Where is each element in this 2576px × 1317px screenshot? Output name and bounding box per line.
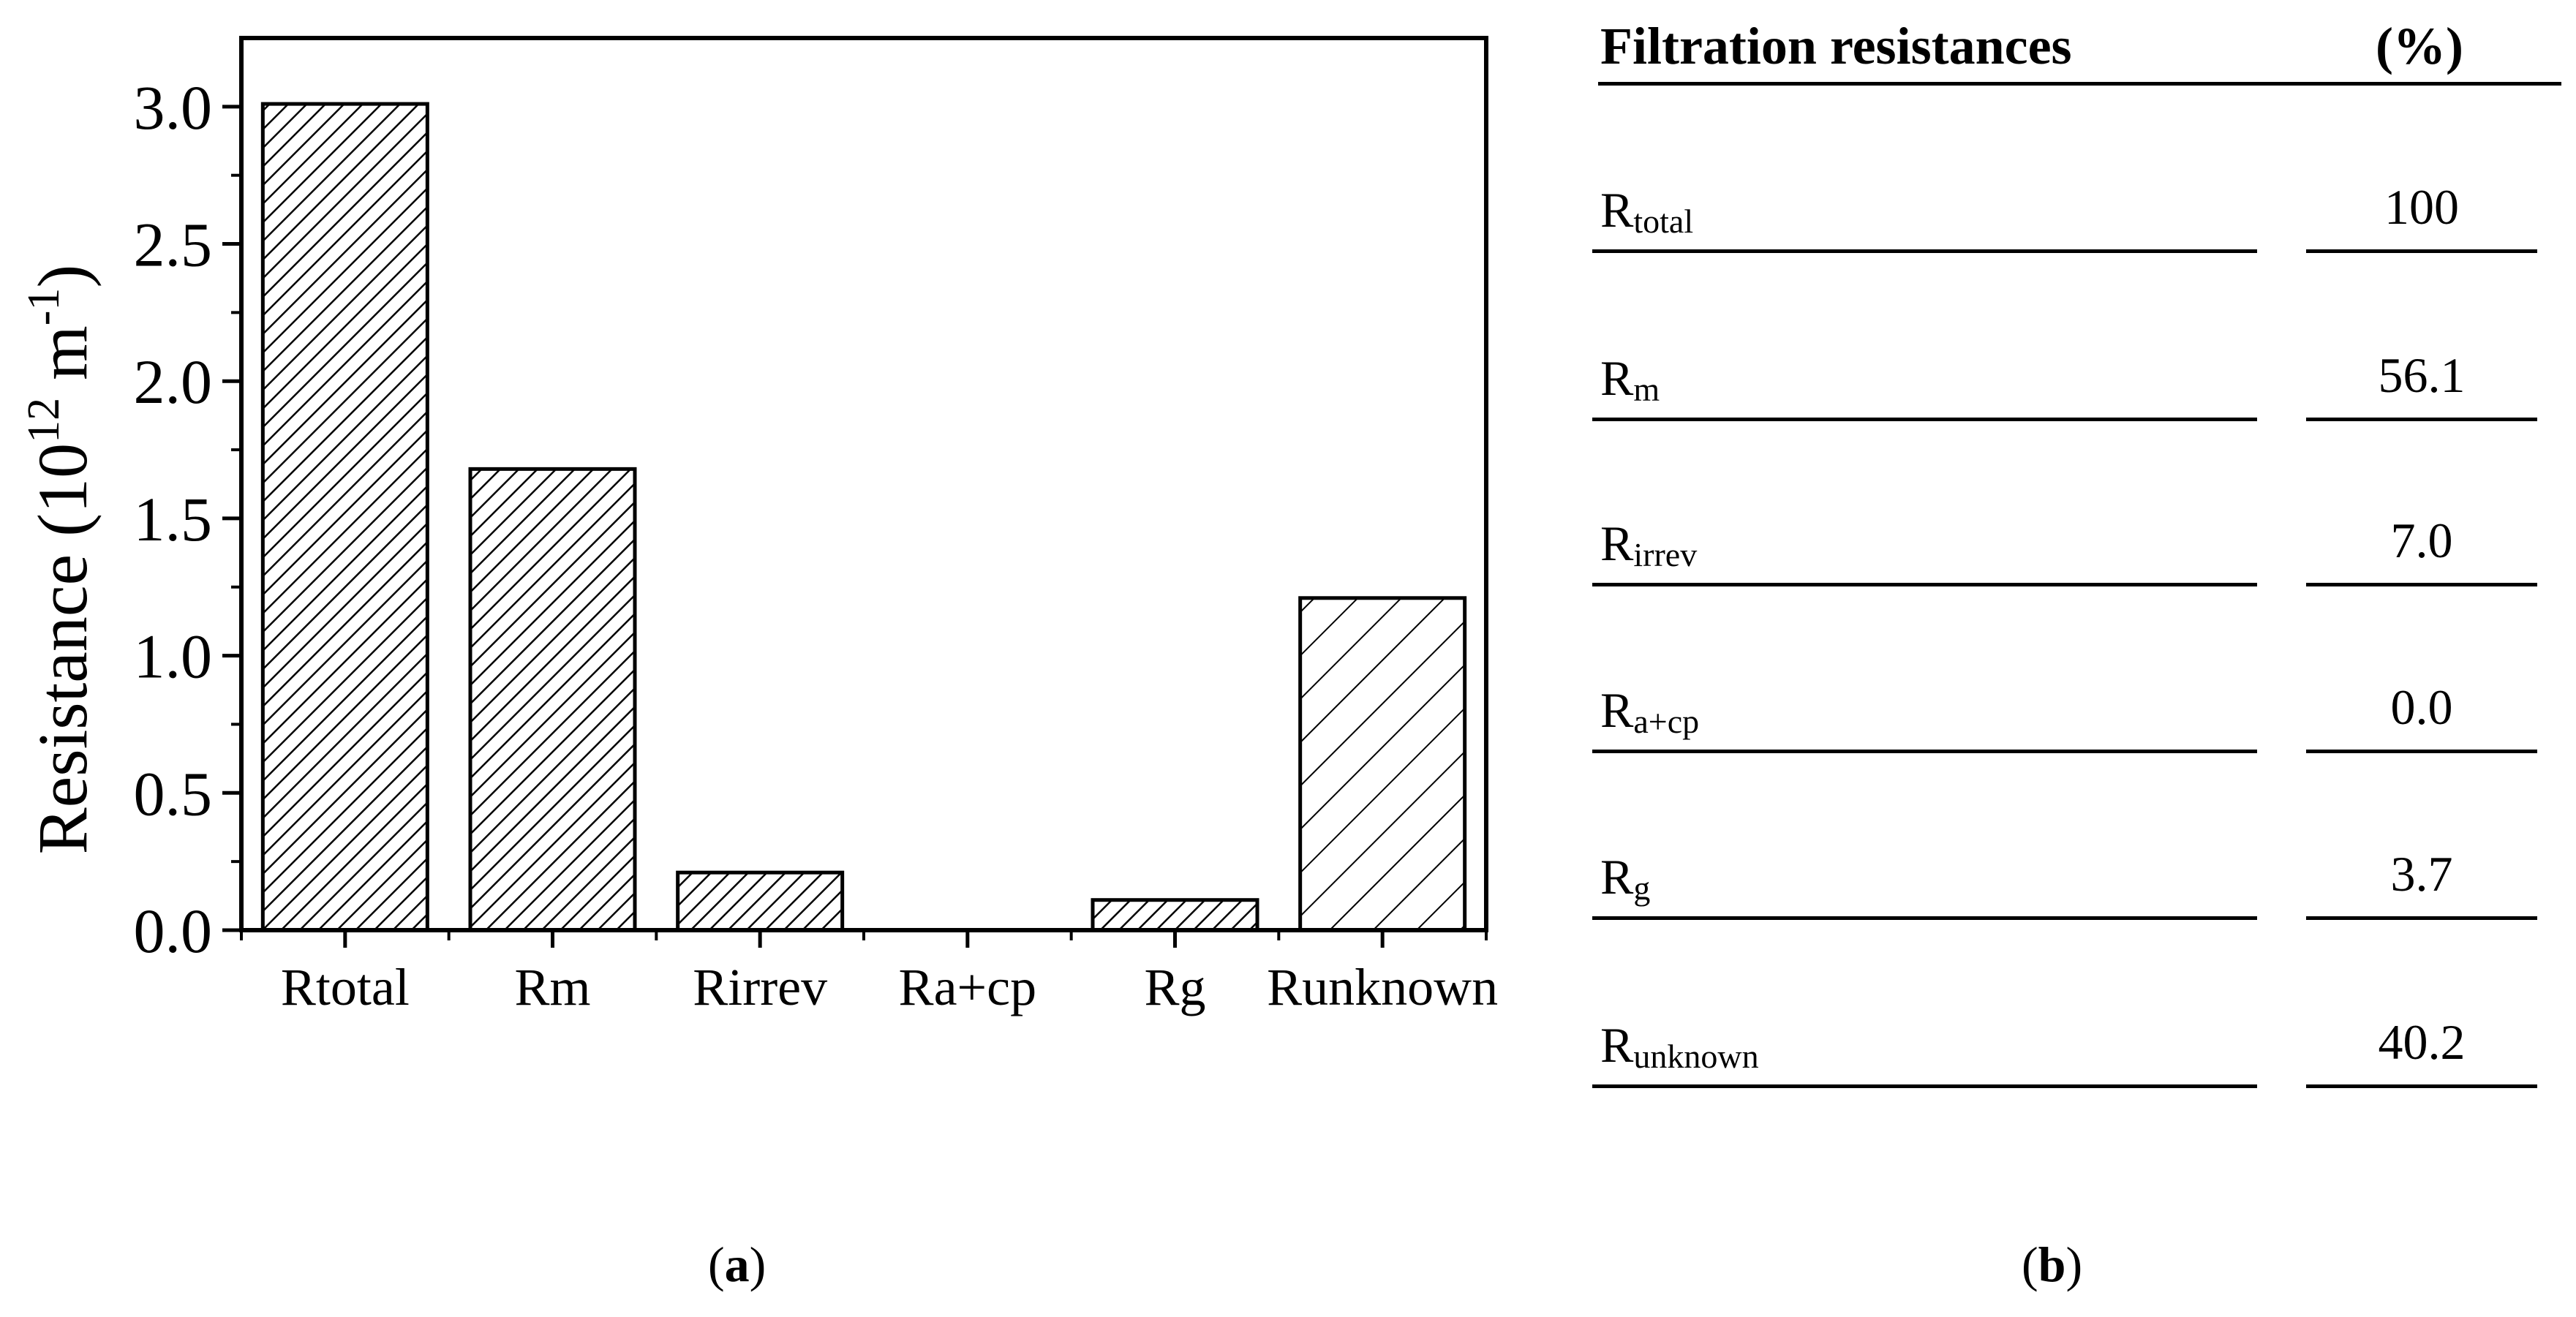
chart-panel: Rtotal Rm Rirrev Ra+cp Rg Runknown 0.0 0.5 1.0 1.… [19,36,1498,1292]
table-header-name: Filtration resistances [1600,17,2072,75]
x-tick-label: Rirrev [693,958,827,1016]
table-top-rule [1598,82,2561,86]
row-rule [1592,418,2257,421]
x-tick-label: Rg [1144,958,1205,1016]
table-header-value: (%) [2376,17,2463,75]
y-tick-label: 1.5 [134,484,213,554]
bar-rm [468,467,637,932]
caption-b: (b) [2022,1237,2083,1292]
x-tick-label: Rm [514,958,590,1016]
row-rule [2306,1084,2537,1088]
bar-rtotal [260,102,429,932]
row-rule [2306,750,2537,753]
row-rule [1592,916,2257,920]
bar-rirrev [676,870,845,932]
bar-rg [1091,898,1259,932]
row-value: 0.0 [2390,679,2453,735]
x-tick-label: Rtotal [281,958,410,1016]
y-axis-label: Resistance (1012 m-1) [19,265,102,855]
y-tick-label: 1.0 [134,622,213,692]
y-tick-label: 0.0 [134,896,213,966]
y-tick-label: 2.0 [134,347,213,417]
row-rule [1592,583,2257,586]
caption-a: (a) [708,1237,767,1292]
row-label: Rg [1600,849,1651,907]
row-rule [2306,916,2537,920]
row-rule [1592,249,2257,253]
bar-chart: Rtotal Rm Rirrev Ra+cp Rg Runknown 0.0 0.5 1.0 1.… [19,36,1498,1016]
row-label: Rirrev [1600,516,1698,573]
bar-runknown [1298,596,1467,932]
row-rule [1592,750,2257,753]
row-label: Runknown [1600,1017,1759,1075]
row-label: Rm [1600,350,1660,408]
row-value: 7.0 [2390,513,2453,568]
row-label: Rtotal [1600,182,1694,240]
x-tick-label: Runknown [1267,958,1498,1016]
row-rule [1592,1084,2257,1088]
row-rule [2306,583,2537,586]
row-rule [2306,249,2537,253]
row-value: 40.2 [2378,1014,2466,1070]
y-tick-label: 2.5 [134,210,213,280]
y-tick-label: 3.0 [134,72,213,143]
y-tick-label: 0.5 [134,758,213,829]
row-rule [2306,418,2537,421]
row-value: 56.1 [2378,347,2466,403]
row-label: Ra+cp [1600,682,1700,740]
row-value: 3.7 [2390,846,2453,902]
x-tick-label: Ra+cp [899,958,1037,1016]
row-value: 100 [2384,179,2459,235]
